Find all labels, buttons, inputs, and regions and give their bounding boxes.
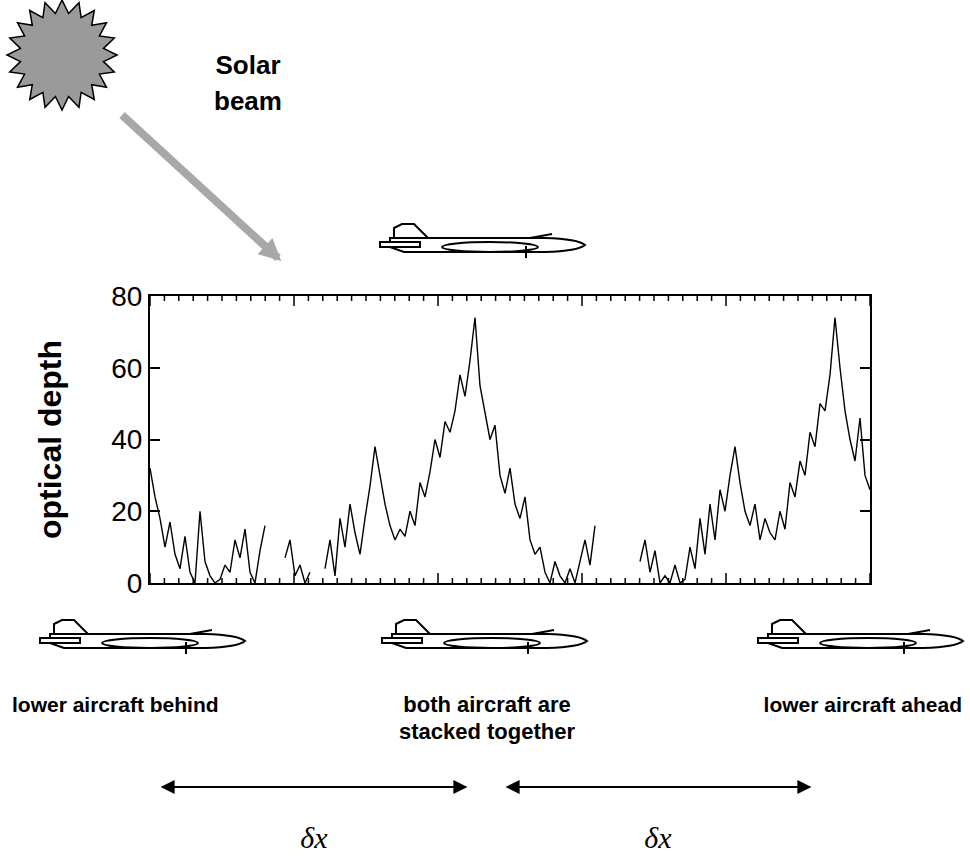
svg-text:80: 80 bbox=[111, 281, 142, 312]
svg-text:both aircraft arestacked toget: both aircraft arestacked together bbox=[399, 692, 575, 744]
svg-text:0: 0 bbox=[127, 568, 143, 599]
svg-text:lower aircraft ahead: lower aircraft ahead bbox=[764, 693, 962, 716]
svg-text:20: 20 bbox=[111, 496, 142, 527]
svg-text:lower aircraft behind: lower aircraft behind bbox=[12, 693, 219, 716]
svg-text:40: 40 bbox=[111, 424, 142, 455]
svg-text:60: 60 bbox=[111, 353, 142, 384]
svg-text:optical depth: optical depth bbox=[32, 340, 68, 539]
svg-text:δx: δx bbox=[644, 821, 672, 854]
svg-text:Solarbeam: Solarbeam bbox=[214, 50, 282, 116]
svg-text:δx: δx bbox=[300, 821, 328, 854]
